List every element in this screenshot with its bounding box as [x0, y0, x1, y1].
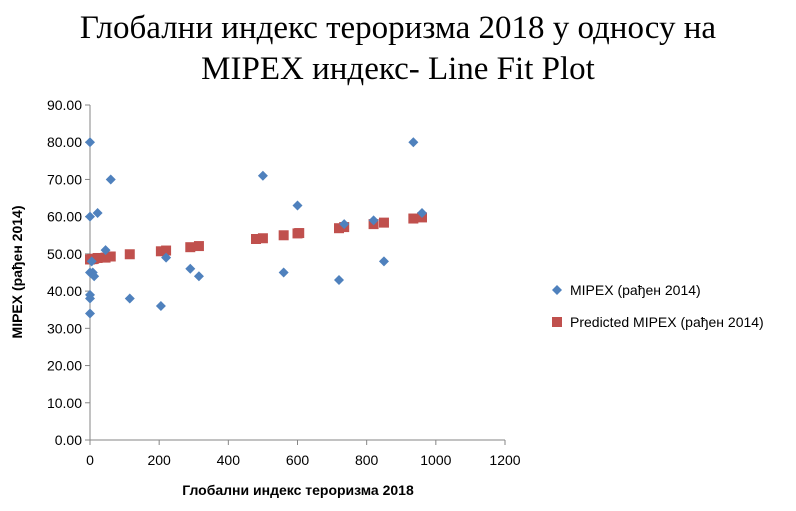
predicted-mipex-point [124, 249, 135, 260]
mipex-data-point [193, 271, 204, 282]
chart-title: Глобални индекс тероризма 2018 у односу … [0, 8, 796, 90]
predicted-mipex-point [257, 233, 268, 244]
predicted-mipex-point [185, 242, 196, 253]
x-tick-label: 800 [355, 452, 379, 468]
predicted-mipex-point [100, 252, 111, 263]
mipex-data-point [417, 207, 427, 218]
x-tick-label: 200 [147, 452, 171, 468]
mipex-data-point [292, 200, 303, 211]
legend-marker-mipex [552, 285, 562, 295]
predicted-mipex-point [92, 252, 103, 263]
mipex-data-point [378, 256, 389, 267]
predicted-mipex-point [251, 234, 261, 244]
predicted-mipex-point [278, 230, 289, 241]
mipex-data-point [368, 215, 379, 226]
predicted-mipex-point [378, 217, 389, 228]
y-tick-label: 30.00 [47, 320, 82, 336]
x-axis-label: Глобални индекс тероризма 2018 [182, 482, 414, 498]
series-mipex [85, 137, 427, 319]
chart-title-line-2: MIPEX индекс- Line Fit Plot [201, 51, 595, 87]
predicted-mipex-point [155, 246, 166, 257]
mipex-data-point [85, 211, 95, 222]
mipex-data-point [85, 308, 95, 319]
mipex-data-point [334, 274, 344, 285]
y-tick-label: 90.00 [47, 97, 82, 113]
x-tick-label: 1200 [489, 452, 520, 468]
mipex-data-point [85, 137, 95, 148]
predicted-mipex-point [193, 241, 204, 252]
mipex-data-point [161, 252, 172, 263]
predicted-mipex-point [408, 213, 419, 224]
legend-label-mipex: MIPEX (рађен 2014) [570, 282, 701, 298]
y-tick-label: 60.00 [47, 209, 82, 225]
mipex-data-point [408, 137, 419, 148]
predicted-mipex-point [105, 251, 116, 262]
x-tick-label: 0 [86, 452, 94, 468]
y-tick-label: 0.00 [55, 432, 82, 448]
y-tick-label: 80.00 [47, 134, 82, 150]
mipex-data-point [85, 293, 95, 304]
mipex-data-point [92, 207, 103, 218]
mipex-data-point [185, 263, 196, 274]
chart-title-line-1: Глобални индекс тероризма 2018 у односу … [79, 10, 717, 46]
y-tick-label: 40.00 [47, 283, 82, 299]
y-tick-label: 50.00 [47, 246, 82, 262]
legend-label-predicted: Predicted MIPEX (рађен 2014) [570, 314, 764, 330]
x-tick-label: 1000 [420, 452, 451, 468]
y-tick-label: 10.00 [47, 395, 82, 411]
legend-marker-predicted [552, 317, 562, 327]
mipex-data-point [105, 174, 116, 185]
mipex-data-point [89, 271, 100, 282]
predicted-mipex-point [161, 245, 172, 256]
mipex-data-point [100, 245, 111, 256]
mipex-data-point [278, 267, 289, 278]
mipex-data-point [257, 170, 268, 181]
y-tick-label: 70.00 [47, 171, 82, 187]
chart-axes: 0.00 10.00 20.00 30.00 40.00 50.00 60.00 70.00 8… [47, 97, 521, 468]
mipex-data-point [86, 256, 97, 267]
x-tick-label: 400 [217, 452, 241, 468]
y-axis-label: MIPEX (рађен 2014) [9, 206, 25, 339]
predicted-mipex-point [294, 228, 305, 239]
chart-legend: MIPEX (рађен 2014) Predicted MIPEX (рађен… [552, 282, 764, 330]
mipex-data-point [339, 219, 350, 230]
x-tick-label: 600 [286, 452, 310, 468]
mipex-data-point [124, 293, 135, 304]
mipex-data-point [155, 301, 166, 311]
y-tick-label: 20.00 [47, 358, 82, 374]
chart-marks [85, 137, 427, 319]
predicted-mipex-point [334, 223, 344, 234]
